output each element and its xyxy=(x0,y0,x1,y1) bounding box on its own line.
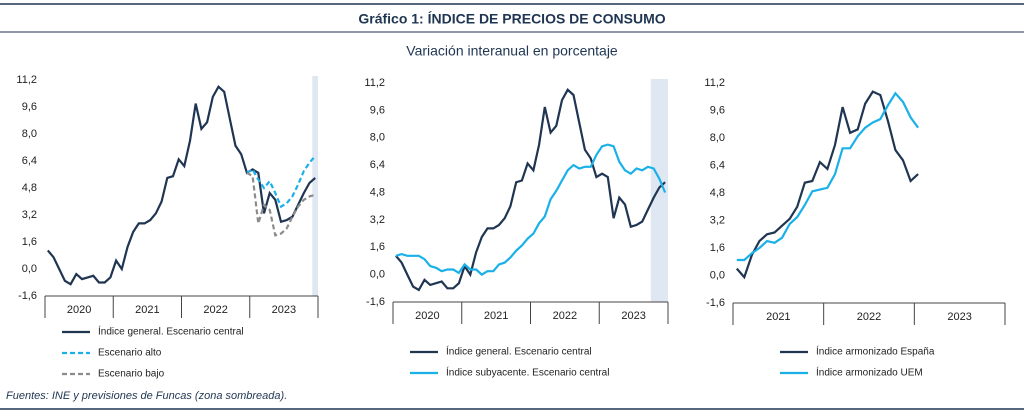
x-tick-label: 2023 xyxy=(947,311,971,323)
y-tick-label: 4,8 xyxy=(370,186,385,198)
y-tick-label: 9,6 xyxy=(710,104,725,116)
x-tick-label: 2022 xyxy=(857,311,881,323)
figure-title: Gráfico 1: ÍNDICE DE PRECIOS DE CONSUMO xyxy=(358,11,665,27)
y-tick-label: 11,2 xyxy=(704,77,725,89)
legend-label: Índice general. Escenario central xyxy=(98,325,244,338)
y-tick-label: 9,6 xyxy=(22,101,37,113)
series-line xyxy=(736,91,919,262)
y-tick-label: 3,2 xyxy=(370,214,385,226)
y-tick-label: 3,2 xyxy=(22,209,37,221)
y-tick-label: 9,6 xyxy=(370,104,385,116)
source-note: Fuentes: INE y previsiones de Funcas (zo… xyxy=(6,390,287,402)
y-tick-label: -1,6 xyxy=(706,297,725,309)
legend-label: Escenario alto xyxy=(98,348,162,359)
x-tick-label: 2021 xyxy=(135,304,159,316)
forecast-shade xyxy=(650,79,668,302)
legend-label: Índice subyacente. Escenario central xyxy=(446,366,609,379)
x-tick-label: 2023 xyxy=(272,304,296,316)
series-line xyxy=(735,90,919,280)
series-line xyxy=(46,84,316,286)
y-tick-label: 0,0 xyxy=(22,263,37,275)
series-line xyxy=(395,143,667,276)
x-tick-label: 2022 xyxy=(203,304,227,316)
x-tick-label: 2021 xyxy=(766,311,790,323)
y-tick-label: 1,6 xyxy=(22,236,37,248)
y-tick-label: 8,0 xyxy=(710,132,725,144)
series-line xyxy=(395,88,666,292)
forecast-shade xyxy=(312,76,318,296)
x-tick-label: 2021 xyxy=(484,310,508,322)
y-tick-label: 8,0 xyxy=(22,128,37,140)
subtitle: Variación interanual en porcentaje xyxy=(406,43,618,59)
x-tick-label: 2022 xyxy=(553,310,577,322)
y-tick-label: 1,6 xyxy=(370,241,385,253)
legend-label: Escenario bajo xyxy=(98,369,165,380)
series-line xyxy=(246,171,316,237)
y-tick-label: 1,6 xyxy=(710,242,725,254)
x-tick-label: 2020 xyxy=(67,304,91,316)
y-tick-label: -1,6 xyxy=(18,290,37,302)
y-tick-label: 11,2 xyxy=(364,77,385,89)
y-tick-label: 6,4 xyxy=(370,159,385,171)
x-tick-label: 2020 xyxy=(415,310,439,322)
y-tick-label: 3,2 xyxy=(710,214,725,226)
y-tick-label: 6,4 xyxy=(710,159,725,171)
y-tick-label: -1,6 xyxy=(366,296,385,308)
x-tick-label: 2023 xyxy=(621,310,645,322)
series-line xyxy=(246,155,317,209)
legend-label: Índice armonizado UEM xyxy=(816,366,923,379)
y-tick-label: 8,0 xyxy=(370,132,385,144)
y-tick-label: 11,2 xyxy=(16,74,37,86)
legend-label: Índice armonizado España xyxy=(816,345,935,358)
legend-label: Índice general. Escenario central xyxy=(446,345,592,358)
y-tick-label: 6,4 xyxy=(22,155,37,167)
y-tick-label: 4,8 xyxy=(22,182,37,194)
y-tick-label: 0,0 xyxy=(710,269,725,281)
y-tick-label: 4,8 xyxy=(710,187,725,199)
y-tick-label: 0,0 xyxy=(370,269,385,281)
